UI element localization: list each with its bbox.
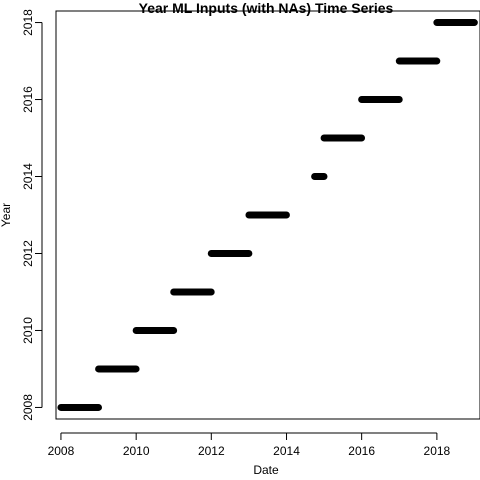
x-axis: 2008 2010 2012 2014 2016 2018 (48, 432, 451, 458)
x-tick-label-2016: 2016 (348, 444, 375, 458)
x-axis-label: Date (253, 463, 279, 477)
y-axis-label: Year (0, 203, 13, 227)
y-tick-label-2014: 2014 (21, 163, 35, 190)
x-tick-label-2018: 2018 (424, 444, 451, 458)
y-axis: 2008 2010 2012 2014 2016 2018 (21, 9, 43, 421)
chart-title: Year ML Inputs (with NAs) Time Series (139, 0, 394, 16)
y-tick-label-2016: 2016 (21, 86, 35, 113)
x-tick-label-2014: 2014 (273, 444, 300, 458)
y-tick-label-2010: 2010 (21, 317, 35, 344)
x-tick-label-2010: 2010 (123, 444, 150, 458)
y-tick-label-2012: 2012 (21, 240, 35, 267)
y-tick-label-2008: 2008 (21, 394, 35, 421)
x-tick-label-2008: 2008 (48, 444, 75, 458)
x-tick-label-2012: 2012 (198, 444, 225, 458)
y-tick-label-2018: 2018 (21, 9, 35, 36)
plot-frame (55, 10, 480, 420)
data-marks (57, 19, 478, 411)
